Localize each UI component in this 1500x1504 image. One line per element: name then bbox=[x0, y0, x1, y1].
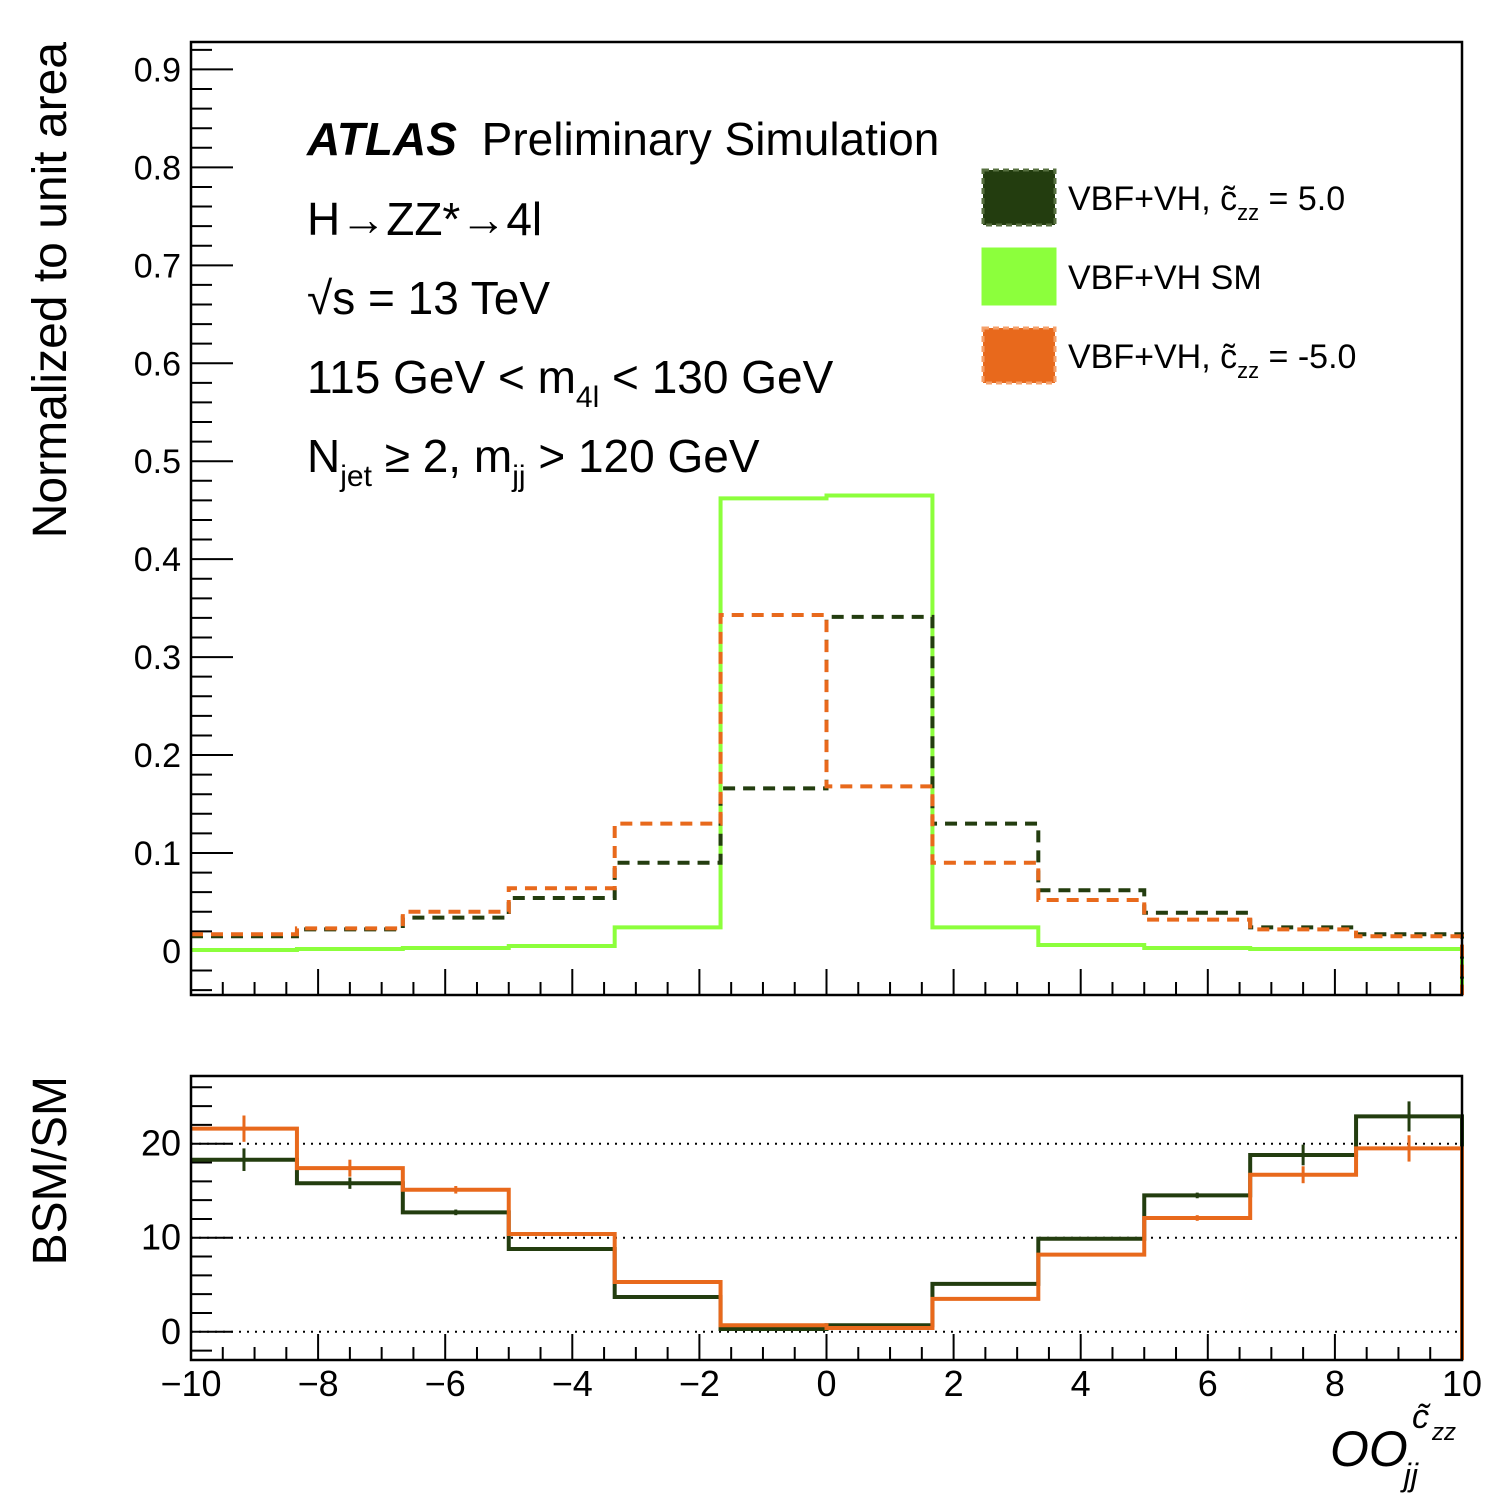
x-tick-label: 10 bbox=[1442, 1363, 1482, 1404]
x-tick-label: −10 bbox=[160, 1363, 221, 1404]
y-tick-label: 0.9 bbox=[134, 51, 181, 89]
y-tick-label: 0.5 bbox=[134, 443, 181, 481]
annotation-line: Njet ≥ 2, mjj > 120 GeV bbox=[307, 430, 760, 493]
legend-entry-sm: VBF+VH SM bbox=[1068, 259, 1262, 297]
text-part: N bbox=[307, 430, 340, 482]
legend-subscript: zz bbox=[1237, 358, 1259, 383]
legend-swatch-bsm_plus bbox=[981, 168, 1057, 227]
subscript: jj bbox=[511, 460, 525, 493]
x-label-sup-sub: zz bbox=[1431, 1419, 1456, 1446]
y-tick-label: 10 bbox=[141, 1217, 181, 1258]
legend-name: VBF+VH, c̃ bbox=[1068, 338, 1237, 376]
y-tick-label: 20 bbox=[141, 1123, 181, 1164]
text-part: < 130 GeV bbox=[599, 351, 833, 403]
x-tick-label: −2 bbox=[679, 1363, 720, 1404]
y-tick-label: 0.7 bbox=[134, 247, 181, 285]
x-tick-label: −4 bbox=[552, 1363, 593, 1404]
subscript: 4l bbox=[576, 381, 599, 414]
text-part: ≥ 2, m bbox=[372, 430, 512, 482]
series-sm bbox=[191, 493, 1464, 995]
y-tick-label: 0.6 bbox=[134, 345, 181, 383]
x-label-sub: jj bbox=[1400, 1457, 1419, 1493]
legend-swatch-bsm_minus bbox=[981, 326, 1057, 385]
x-label-sup: c̃ bbox=[1412, 1398, 1431, 1436]
atlas-suffix: Preliminary Simulation bbox=[469, 113, 939, 165]
x-label-main: OO bbox=[1330, 1421, 1408, 1477]
x-tick-label: −6 bbox=[425, 1363, 466, 1404]
annotation-line: 115 GeV < m4l < 130 GeV bbox=[307, 351, 834, 414]
text-part: > 120 GeV bbox=[526, 430, 760, 482]
x-tick-label: 2 bbox=[944, 1363, 964, 1404]
legend-subscript: zz bbox=[1237, 200, 1259, 225]
main-panel: 0 0.1 0.2 0.3 0.4 0.5 0.6 0.7 0.8 0.9 Normalized t… bbox=[24, 40, 1464, 997]
text-part: √s = 13 TeV bbox=[307, 272, 550, 324]
y-tick-label: 0 bbox=[162, 933, 181, 971]
panel-frame bbox=[189, 40, 1464, 997]
legend-entry-bsm_plus: VBF+VH, c̃zz = 5.0 bbox=[1068, 180, 1345, 225]
y-tick-label: 0.4 bbox=[134, 541, 181, 579]
atlas-label: ATLAS Preliminary Simulation bbox=[306, 113, 939, 165]
subscript: jet bbox=[339, 460, 372, 493]
x-tick-label: 6 bbox=[1198, 1363, 1218, 1404]
y-tick-label: 0.2 bbox=[134, 737, 181, 775]
y-axis-label: BSM/SM bbox=[24, 1076, 77, 1265]
y-tick-label: 0.1 bbox=[134, 835, 181, 873]
panel-frame bbox=[189, 1074, 1464, 1362]
series-bsm_plus bbox=[191, 614, 1464, 995]
legend-name: VBF+VH, c̃ bbox=[1068, 180, 1237, 218]
legend-entry-bsm_minus: VBF+VH, c̃zz = -5.0 bbox=[1068, 338, 1356, 383]
series-bsm_minus bbox=[191, 612, 1464, 995]
text-part: 115 GeV < m bbox=[307, 351, 576, 403]
atlas-logo-text: ATLAS bbox=[306, 113, 457, 165]
x-tick-label: 8 bbox=[1325, 1363, 1345, 1404]
annotations: ATLAS Preliminary Simulation H→ZZ*→4l √s =… bbox=[306, 113, 939, 493]
legend-name: VBF+VH SM bbox=[1068, 259, 1262, 297]
x-tick-label: 0 bbox=[816, 1363, 836, 1404]
series-bsm_minus bbox=[191, 1126, 1464, 1360]
x-axis-label: OOjj bbox=[1330, 1421, 1419, 1493]
y-tick-label: 0.8 bbox=[134, 149, 181, 187]
x-tick-label: 4 bbox=[1071, 1363, 1091, 1404]
text-part: H→ZZ*→4l bbox=[307, 193, 542, 245]
legend-value: = 5.0 bbox=[1259, 180, 1345, 218]
y-tick-label: 0.3 bbox=[134, 639, 181, 677]
legend-value: = -5.0 bbox=[1259, 338, 1356, 376]
y-axis-label: Normalized to unit area bbox=[24, 42, 77, 539]
y-tick-label: 0 bbox=[161, 1311, 181, 1352]
annotation-line: H→ZZ*→4l bbox=[307, 193, 542, 245]
legend-swatch-sm bbox=[981, 247, 1057, 306]
annotation-line: √s = 13 TeV bbox=[307, 272, 550, 324]
x-tick-label: −8 bbox=[298, 1363, 339, 1404]
